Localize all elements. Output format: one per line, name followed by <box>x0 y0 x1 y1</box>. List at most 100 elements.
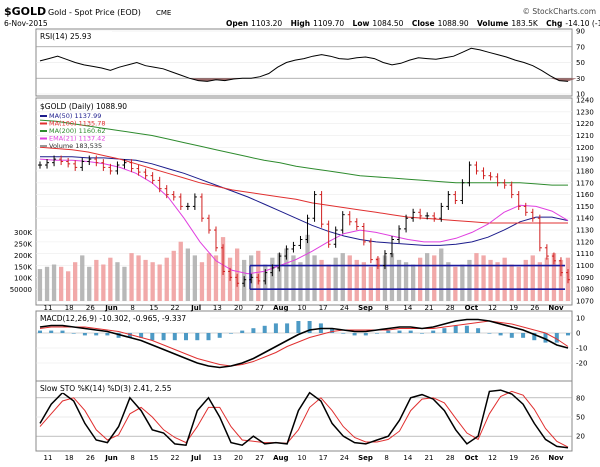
stochastic-panel: 80 50 20 Slow STO %K(14) %D(3) 2.41, 2.55 <box>35 380 585 452</box>
macd-line <box>39 318 569 369</box>
price-tick-label: 1100 <box>576 262 594 270</box>
volume-bar <box>319 259 324 301</box>
macd-histogram-bar <box>498 333 503 336</box>
sto-tick-label: 80 <box>576 394 585 402</box>
sto-tick-labels: 80 50 20 <box>576 394 585 440</box>
volume-bar <box>94 259 99 301</box>
macd-histogram-bar <box>352 333 357 336</box>
volume-bar <box>446 262 451 301</box>
volume-bar <box>418 257 423 301</box>
price-panel-title: $GOLD (Daily) 1088.90 <box>40 102 127 111</box>
x-tick-label: 22 <box>171 454 180 462</box>
macd-histogram-bar <box>476 328 481 333</box>
macd-tick-label: -20 <box>576 360 587 368</box>
x-tick-label: 24 <box>340 454 349 462</box>
macd-histogram-bar <box>509 333 514 338</box>
price-tick-label: 1070 <box>576 298 594 306</box>
rsi-tick-label: 90 <box>576 28 585 36</box>
macd-histogram <box>38 321 570 343</box>
volume-bar <box>44 266 50 301</box>
volume-bar <box>192 255 197 301</box>
macd-histogram-bar <box>150 333 155 341</box>
macd-histogram-bar <box>487 333 492 334</box>
price-tick-labels: 1240 1230 1220 1210 1200 1190 1180 1170 1160 1150… <box>576 97 594 306</box>
x-tick-label: Sep <box>358 304 373 312</box>
x-tick-label: 8 <box>130 304 134 312</box>
rsi-line <box>39 47 569 82</box>
quote-summary: Open 1103.20 High 1109.70 Low 1084.50 Close… <box>226 19 600 28</box>
price-tick-label: 1150 <box>576 203 594 211</box>
x-tick-label: Nov <box>548 454 564 462</box>
sto-d-line <box>39 390 569 448</box>
macd-histogram-bar <box>60 330 65 333</box>
macd-histogram-bar <box>94 333 99 336</box>
legend-ma200: MA(200) 1160.62 <box>49 127 105 135</box>
x-tick-label: 12 <box>488 304 497 312</box>
volume-bar <box>213 255 219 301</box>
volume-tick-labels: 300K 250K 200K 150K 100K 50000 <box>10 229 33 294</box>
x-tick-label: 17 <box>319 304 328 312</box>
volume-bar <box>347 255 352 301</box>
volume-bar <box>333 257 338 301</box>
x-tick-label: 15 <box>149 454 158 462</box>
price-tick-label: 1120 <box>576 238 594 246</box>
macd-histogram-bar <box>420 333 424 334</box>
macd-histogram-bar <box>408 330 413 333</box>
price-tick-label: 1220 <box>576 120 594 128</box>
volume-bar <box>136 255 141 301</box>
x-tick-label: 8 <box>384 454 388 462</box>
x-tick-label: 19 <box>509 304 518 312</box>
instrument-name: Gold - Spot Price (EOD) <box>48 8 141 17</box>
legend-volume: Volume 183,535 <box>49 142 102 150</box>
x-tick-label: 28 <box>446 304 455 312</box>
macd-histogram-bar <box>386 330 391 333</box>
macd-histogram-bar <box>464 325 469 333</box>
volume-bar <box>544 257 549 301</box>
volume-bar <box>502 257 507 301</box>
volume-bar <box>396 259 402 301</box>
price-plot <box>38 119 570 290</box>
x-tick-label: Jul <box>190 454 201 462</box>
x-tick-label: 18 <box>65 454 74 462</box>
source-credit: © StockCharts.com <box>522 7 596 16</box>
legend-ema21: EMA(21) 1137.42 <box>49 135 105 143</box>
x-tick-label: 14 <box>403 304 412 312</box>
volume-bar <box>411 264 416 301</box>
x-tick-label: 18 <box>65 304 74 312</box>
volume-bar <box>101 264 106 301</box>
x-tick-label: 26 <box>86 304 95 312</box>
macd-histogram-bar <box>566 333 570 336</box>
volume-bar <box>340 253 345 301</box>
volume-bar <box>403 262 409 301</box>
x-tick-label: 8 <box>384 304 388 312</box>
legend-ma50: MA(50) 1137.99 <box>49 112 101 120</box>
macd-histogram-bar <box>172 333 177 341</box>
x-tick-label: Oct <box>465 304 479 312</box>
price-tick-label: 1080 <box>576 286 594 294</box>
volume-bar <box>474 253 479 301</box>
volume-tick-label: 50000 <box>10 286 32 294</box>
price-tick-label: 1240 <box>576 97 594 105</box>
ma100-line <box>39 146 568 224</box>
price-tick-label: 1190 <box>576 156 594 164</box>
macd-histogram-bar <box>262 325 267 333</box>
volume-bar <box>389 253 395 301</box>
macd-histogram-bar <box>206 333 211 341</box>
volume-bar <box>425 253 430 301</box>
volume-bar <box>51 264 57 301</box>
x-axis-labels-bottom: 11 18 26 Jun 8 15 22 Jul 13 20 27 Aug 10 17 24 Sep 8 14 21… <box>44 454 565 462</box>
macd-histogram-bar <box>521 333 526 338</box>
macd-histogram-bar <box>127 333 132 338</box>
volume-bar <box>143 259 148 301</box>
rsi-tick-labels: 90 70 50 30 10 <box>576 28 585 99</box>
rsi-oversold-fill <box>189 78 577 82</box>
price-tick-label: 1210 <box>576 132 594 140</box>
x-tick-label: Oct <box>465 454 479 462</box>
macd-tick-labels: 10 0 -10 -20 <box>576 315 587 368</box>
rsi-tick-label: 70 <box>576 43 585 51</box>
x-tick-label: 13 <box>213 304 222 312</box>
x-tick-label: 8 <box>130 454 134 462</box>
volume-bar <box>122 266 127 301</box>
macd-tick-label: 10 <box>576 315 585 323</box>
